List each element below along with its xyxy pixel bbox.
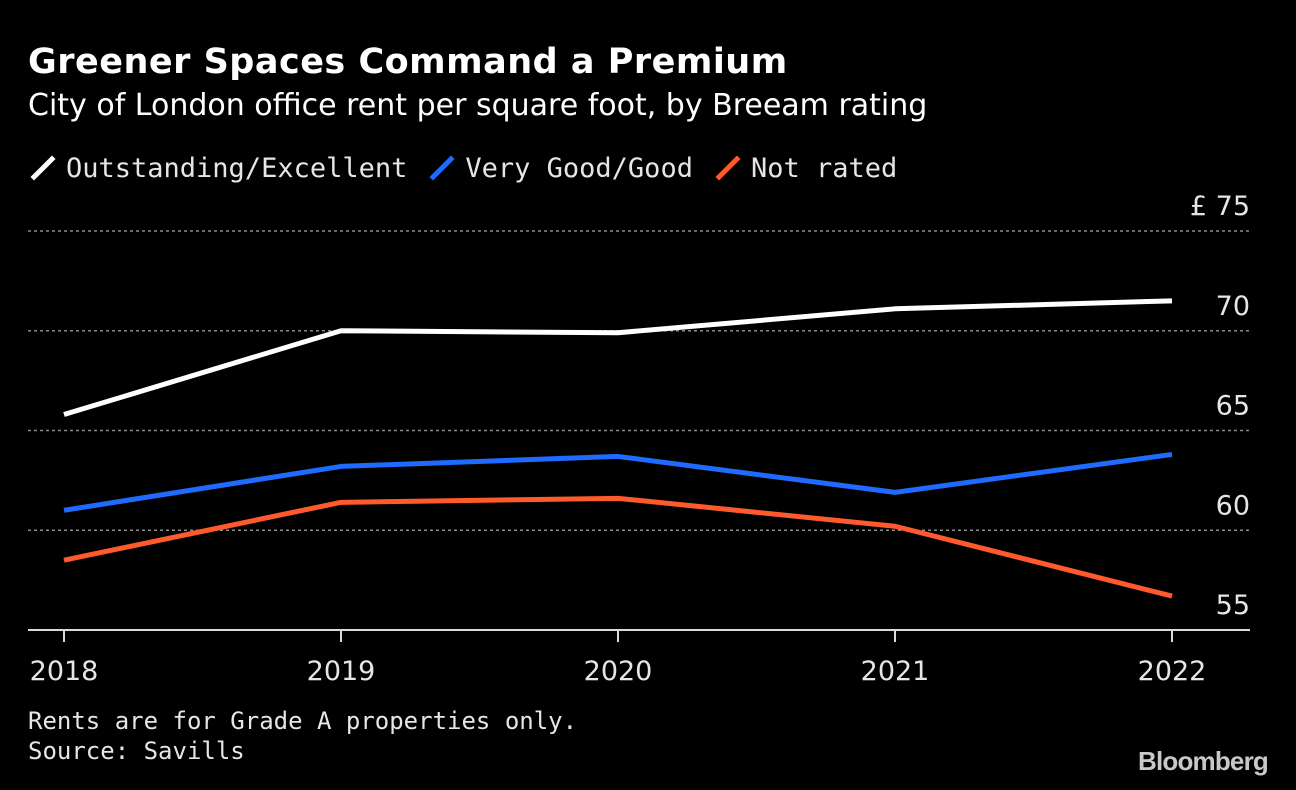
y-tick-label-55: 55 (1216, 590, 1250, 621)
x-tick-label-2020: 2020 (584, 656, 653, 687)
legend-swatch-outstanding-excellent-icon (28, 153, 58, 183)
legend-swatch-not-rated-icon (713, 153, 743, 183)
y-tick-label-75: £ 75 (1190, 191, 1250, 222)
y-tick-label-70: 70 (1216, 291, 1250, 322)
legend-item-outstanding-excellent: Outstanding/Excellent (28, 153, 407, 184)
bloomberg-logo: Bloomberg (1137, 746, 1269, 776)
y-tick-label-60: 60 (1216, 490, 1250, 521)
chart-title: Greener Spaces Command a Premium (28, 42, 788, 82)
legend-swatch-very-good-good-icon (427, 153, 457, 183)
legend-label-not-rated: Not rated (750, 152, 898, 184)
legend-label-very-good-good: Very Good/Good (465, 152, 693, 184)
x-tick-label-2018: 2018 (30, 656, 99, 687)
legend-label-outstanding-excellent: Outstanding/Excellent (66, 152, 408, 184)
footnote-note: Rents are for Grade A properties only. (28, 707, 578, 735)
chart-subtitle: City of London office rent per square fo… (28, 88, 928, 123)
legend-item-very-good-good: Very Good/Good (427, 153, 693, 184)
series-line-very-good-good (63, 451, 1173, 513)
x-tick-label-2021: 2021 (861, 656, 930, 687)
x-tick-label-2019: 2019 (307, 656, 376, 687)
legend-item-not-rated: Not rated (713, 153, 897, 184)
footnote: Rents are for Grade A properties only. S… (28, 706, 577, 766)
legend: Outstanding/Excellent Very Good/Good Not… (28, 150, 917, 186)
y-tick-label-65: 65 (1216, 391, 1250, 422)
footnote-source: Source: Savills (28, 737, 245, 765)
series-line-outstanding-excellent (63, 298, 1173, 417)
x-tick-label-2022: 2022 (1138, 656, 1207, 687)
series-line-not-rated (63, 495, 1173, 599)
